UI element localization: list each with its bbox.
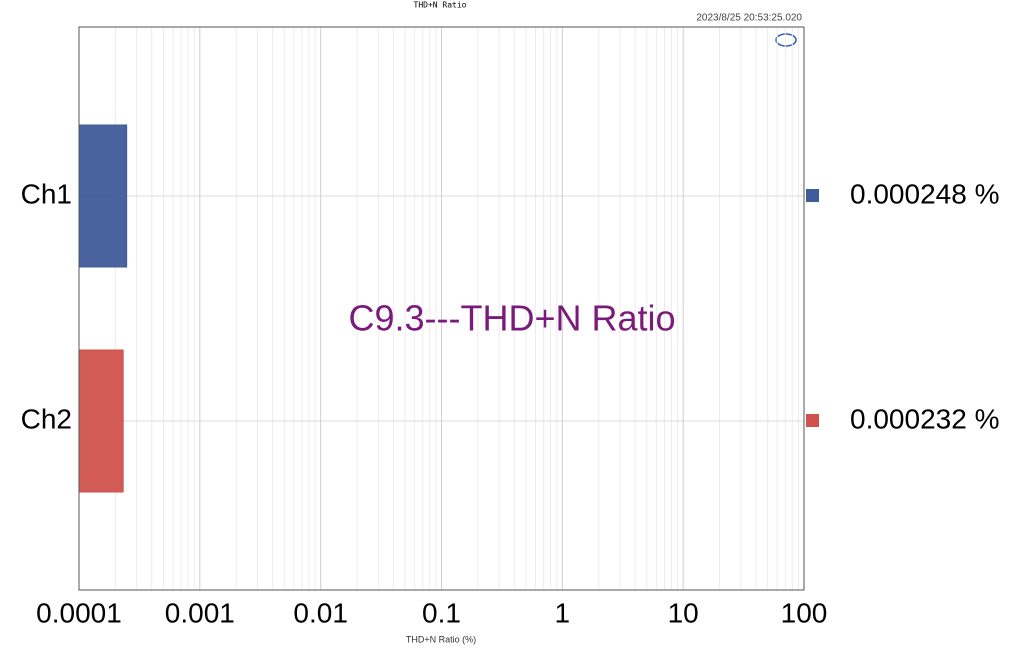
logo-ring	[775, 33, 797, 47]
x-axis-label: THD+N Ratio (%)	[406, 634, 476, 644]
x-tick-label: 0.001	[165, 597, 235, 628]
x-tick-label: 1	[555, 597, 571, 628]
x-tick-label: 0.01	[293, 597, 348, 628]
plot-frame	[78, 26, 805, 591]
value-label: 0.000248 %	[850, 178, 999, 209]
legend-swatch	[806, 189, 819, 202]
bar	[78, 349, 124, 493]
timestamp: 2023/8/25 20:53:25.020	[696, 13, 802, 24]
y-tick-label: Ch1	[21, 178, 72, 209]
x-tick-label: 100	[781, 597, 828, 628]
x-tick-label: 10	[668, 597, 699, 628]
x-tick-label: 0.0001	[36, 597, 122, 628]
x-tick-label: 0.1	[422, 597, 461, 628]
annotation: C9.3---THD+N Ratio	[348, 298, 675, 339]
chart-title: THD+N Ratio	[414, 1, 467, 10]
bar	[78, 124, 128, 268]
legend-swatch	[806, 414, 819, 427]
value-label: 0.000232 %	[850, 403, 999, 434]
y-tick-label: Ch2	[21, 403, 72, 434]
ap-logo	[775, 33, 797, 47]
